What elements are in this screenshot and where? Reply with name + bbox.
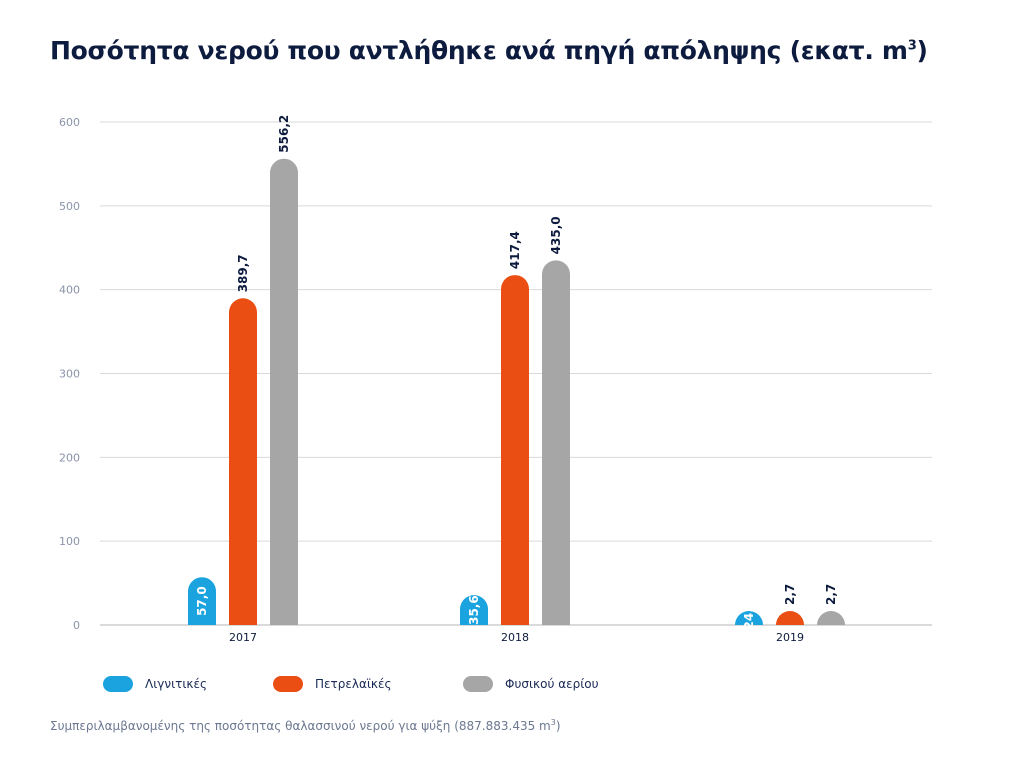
legend-item-lignite: Λιγνιτικές — [103, 674, 207, 694]
bar-2017-series-2 — [270, 158, 298, 625]
y-tick-label: 200 — [59, 451, 80, 464]
data-labels: 57,0 389,7 556,2 35,6 417,4 435,0 24,7 2,7 2,7 — [195, 115, 838, 630]
bar-2019-series-2 — [817, 611, 845, 625]
data-label: 35,6 — [467, 595, 481, 625]
bar-2017-series-0 — [188, 577, 216, 625]
legend-label-oil: Πετρελαϊκές — [315, 677, 392, 691]
x-tick-label: 2017 — [229, 631, 257, 644]
y-tick-label: 100 — [59, 535, 80, 548]
bar-2018-series-0 — [460, 595, 488, 625]
bar-2019-series-1 — [776, 611, 804, 625]
bar-2018-series-2 — [542, 260, 570, 625]
bar-chart: 0 100 200 300 400 500 600 57,0 389,7 556,2 35,6 41… — [59, 115, 932, 644]
chart-title: Ποσότητα νερού που αντλήθηκε ανά πηγή απ… — [50, 36, 928, 65]
bar-2019-series-0 — [735, 611, 763, 625]
legend-label-natural-gas: Φυσικού αερίου — [505, 677, 599, 691]
y-tick-label: 500 — [59, 200, 80, 213]
y-axis-tick-labels: 0 100 200 300 400 500 600 — [59, 116, 80, 632]
legend-item-natural-gas: Φυσικού αερίου — [463, 674, 599, 694]
data-label: 2,7 — [783, 584, 797, 605]
data-label: 24,7 — [742, 600, 756, 630]
bar-2018-series-1 — [501, 275, 529, 625]
legend-swatch-natural-gas — [463, 676, 493, 692]
x-tick-label: 2018 — [501, 631, 529, 644]
data-label: 417,4 — [508, 231, 522, 269]
bars — [188, 158, 845, 625]
x-tick-label: 2019 — [776, 631, 804, 644]
legend-label-lignite: Λιγνιτικές — [145, 677, 208, 691]
data-label: 556,2 — [277, 115, 291, 153]
data-label: 389,7 — [236, 254, 250, 292]
legend-swatch-lignite — [103, 676, 133, 692]
y-tick-label: 300 — [59, 368, 80, 381]
y-tick-label: 600 — [59, 116, 80, 129]
x-axis-tick-labels: 2017 2018 2019 — [229, 631, 804, 644]
footnote: Συμπεριλαμβανομένης της ποσότητας θαλασσ… — [50, 718, 561, 733]
y-tick-label: 400 — [59, 284, 80, 297]
bar-2017-series-1 — [229, 298, 257, 625]
legend-swatch-oil — [273, 676, 303, 692]
data-label: 57,0 — [195, 586, 209, 616]
data-label: 2,7 — [824, 584, 838, 605]
data-label: 435,0 — [549, 216, 563, 254]
legend-item-oil: Πετρελαϊκές — [273, 674, 392, 694]
y-tick-label: 0 — [73, 619, 80, 632]
